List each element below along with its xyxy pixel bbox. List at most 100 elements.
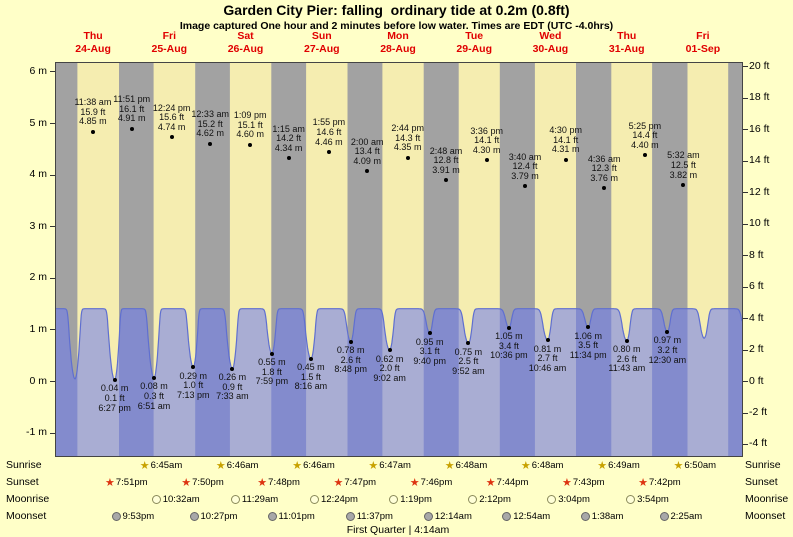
moonset-marker: 10:27pm [189, 509, 238, 524]
moonset-marker: 11:37pm [345, 509, 393, 524]
low-tide-dot [230, 366, 235, 371]
moonset-time: 11:37pm [356, 511, 393, 522]
sunset-time: 7:47pm [344, 477, 377, 488]
sunrise-time: 6:48am [455, 460, 488, 471]
high-tide-dot [563, 157, 568, 162]
moonrise-marker: 2:12pm [468, 492, 511, 507]
y-axis-right-tick [743, 66, 748, 68]
low-tide-dot [665, 329, 670, 334]
high-tide-annotation: 3:36 pm 14.1 ft 4.30 m [470, 125, 503, 155]
sunrise-time: 6:48am [531, 460, 564, 471]
moonset-moon-icon [345, 512, 355, 521]
sunrise-star-icon: ★ [292, 459, 303, 472]
moonset-moon-icon [580, 512, 590, 521]
low-tide-dot [466, 341, 471, 346]
moonset-time: 2:25am [670, 511, 703, 522]
moonrise-marker: 12:24pm [310, 492, 358, 507]
moonset-time: 12:54am [513, 511, 551, 522]
sunset-marker: ★ 7:50pm [181, 475, 224, 490]
astro-row-label-right: Moonrise [745, 493, 789, 505]
low-tide-dot [427, 331, 432, 335]
moonrise-marker: 11:29am [230, 492, 278, 507]
low-tide-dot [308, 356, 313, 361]
sunrise-marker: ★ 6:46am [216, 458, 259, 473]
sunset-marker: ★ 7:46pm [410, 475, 453, 490]
y-axis-left-label: 0 m [29, 374, 47, 387]
moonset-time: 10:27pm [200, 511, 238, 522]
low-tide-dot [152, 375, 156, 380]
high-tide-dot [169, 135, 174, 140]
chart-subtitle: Image captured One hour and 2 minutes be… [179, 20, 614, 32]
astro-row-label-left: Moonset [6, 510, 47, 522]
high-tide-annotation: 5:25 pm 14.4 ft 4.40 m [628, 120, 662, 150]
moonset-time: 9:53pm [122, 511, 155, 522]
day-label: Wed 30-Aug [532, 30, 569, 55]
sunrise-time: 6:50am [684, 460, 717, 471]
plot-area: 11:38 am 15.9 ft 4.85 m 0.04 m 0.1 ft 6:27 pm… [55, 62, 743, 457]
moonrise-time: 3:54pm [637, 494, 669, 505]
y-axis-right-label: -4 ft [749, 437, 768, 450]
high-tide-dot [326, 149, 331, 154]
y-axis-left-tick [50, 432, 55, 434]
low-tide-annotation: 0.97 m 3.2 ft 12:30 am [648, 335, 687, 365]
sunset-time: 7:46pm [420, 477, 453, 488]
sunset-star-icon: ★ [333, 476, 344, 489]
day-label: Fri 01-Sep [685, 30, 721, 55]
astro-row-label-left: Sunrise [6, 459, 42, 471]
astro-row-label-right: Moonset [745, 510, 786, 522]
y-axis-left-tick [50, 226, 55, 228]
low-tide-annotation: 0.08 m 0.3 ft 6:51 am [137, 381, 171, 411]
y-axis-right-tick [743, 412, 748, 414]
moonset-marker: 12:14am [423, 509, 472, 524]
y-axis-right-tick [743, 381, 748, 382]
low-tide-annotation: 1.05 m 3.4 ft 10:36 pm [490, 331, 528, 361]
moonset-marker: 12:54am [502, 509, 550, 524]
y-axis-right-tick [743, 255, 748, 257]
y-axis-right-label: -2 ft [749, 406, 768, 418]
day-label: Sun 27-Aug [303, 30, 340, 55]
y-axis-right-label: 8 ft [749, 248, 764, 261]
high-tide-dot [286, 156, 291, 161]
sunset-time: 7:44pm [496, 477, 529, 488]
moonset-moon-icon [659, 512, 669, 521]
low-tide-dot [112, 377, 117, 382]
y-axis-left-label: 2 m [29, 271, 47, 284]
low-tide-dot [545, 338, 550, 343]
sunrise-time: 6:46am [303, 460, 335, 471]
day-label: Fri 25-Aug [151, 30, 188, 55]
high-tide-annotation: 1:55 pm 14.6 ft 4.46 m [312, 117, 346, 147]
moonset-moon-icon [423, 512, 433, 521]
high-tide-annotation: 3:40 am 12.4 ft 3.79 m [508, 151, 542, 182]
low-tide-annotation: 0.81 m 2.7 ft 10:46 am [528, 343, 567, 373]
moonset-time: 11:01pm [278, 511, 315, 522]
moonset-moon-icon [189, 512, 199, 521]
astro-row-label-left: Moonrise [6, 493, 50, 505]
y-axis-left-tick [50, 329, 55, 331]
y-axis-left-tick [50, 381, 55, 382]
sunrise-marker: ★ 6:45am [140, 458, 183, 473]
astro-row-label-right: Sunset [745, 476, 778, 488]
y-axis-left-label: 6 m [29, 64, 47, 77]
moonrise-time: 1:19pm [400, 494, 432, 505]
y-axis-right-label: 2 ft [749, 343, 764, 355]
moonrise-time: 2:12pm [479, 494, 511, 505]
chart-title: Garden City Pier: falling ordinary tide … [223, 2, 570, 18]
moonset-moon-icon [502, 512, 512, 521]
sunrise-star-icon: ★ [597, 459, 608, 472]
y-axis-right-label: 10 ft [749, 217, 770, 230]
y-axis-right-label: 20 ft [749, 59, 770, 72]
low-tide-annotation: 0.45 m 1.5 ft 8:16 am [294, 362, 328, 392]
moonrise-marker: 1:19pm [389, 492, 432, 507]
sunset-time: 7:48pm [268, 477, 300, 488]
moonrise-moon-icon [626, 495, 636, 504]
sunrise-star-icon: ★ [444, 459, 455, 472]
high-tide-annotation: 4:36 am 12.3 ft 3.76 m [587, 153, 621, 183]
y-axis-right-tick [743, 97, 748, 99]
y-axis-right-tick [743, 160, 748, 162]
low-tide-dot [506, 325, 511, 330]
moonrise-time: 3:04pm [558, 494, 590, 505]
y-axis-right-tick [743, 286, 748, 288]
sunrise-marker: ★ 6:48am [521, 458, 564, 473]
moonrise-moon-icon [151, 495, 161, 504]
high-tide-dot [90, 129, 95, 134]
